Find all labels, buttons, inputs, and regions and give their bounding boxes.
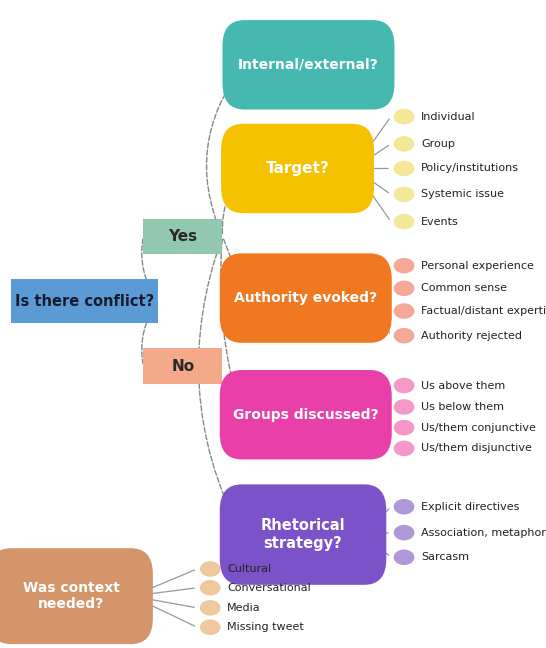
Text: Target?: Target? xyxy=(266,161,329,176)
Text: Explicit directives: Explicit directives xyxy=(421,502,519,512)
Text: Cultural: Cultural xyxy=(227,564,271,574)
Ellipse shape xyxy=(200,561,221,577)
Ellipse shape xyxy=(394,109,414,124)
Ellipse shape xyxy=(200,580,221,596)
Ellipse shape xyxy=(394,399,414,415)
Ellipse shape xyxy=(394,328,414,343)
Ellipse shape xyxy=(394,136,414,152)
Ellipse shape xyxy=(394,258,414,273)
FancyBboxPatch shape xyxy=(220,253,392,343)
Text: Personal experience: Personal experience xyxy=(421,260,534,271)
Ellipse shape xyxy=(394,525,414,540)
Ellipse shape xyxy=(394,187,414,202)
FancyBboxPatch shape xyxy=(0,548,153,644)
FancyBboxPatch shape xyxy=(223,20,394,110)
Text: Groups discussed?: Groups discussed? xyxy=(233,408,378,422)
FancyBboxPatch shape xyxy=(143,218,223,254)
Text: Authority rejected: Authority rejected xyxy=(421,330,522,341)
Ellipse shape xyxy=(394,214,414,229)
Text: Us below them: Us below them xyxy=(421,402,504,412)
Text: Factual/distant expertise: Factual/distant expertise xyxy=(421,306,546,316)
Ellipse shape xyxy=(394,161,414,176)
Text: Conversational: Conversational xyxy=(227,583,311,593)
Text: Sarcasm: Sarcasm xyxy=(421,552,469,562)
Text: Common sense: Common sense xyxy=(421,283,507,294)
Text: Us/them conjunctive: Us/them conjunctive xyxy=(421,422,536,433)
Text: Missing tweet: Missing tweet xyxy=(227,622,304,632)
Text: Events: Events xyxy=(421,216,459,227)
Text: Association, metaphors: Association, metaphors xyxy=(421,527,546,538)
FancyBboxPatch shape xyxy=(220,485,387,585)
Text: Us above them: Us above them xyxy=(421,380,505,391)
Text: Us/them disjunctive: Us/them disjunctive xyxy=(421,443,532,454)
Ellipse shape xyxy=(394,499,414,515)
Ellipse shape xyxy=(200,600,221,616)
FancyBboxPatch shape xyxy=(221,124,374,213)
Ellipse shape xyxy=(394,281,414,296)
Ellipse shape xyxy=(394,378,414,393)
FancyBboxPatch shape xyxy=(11,279,158,323)
Text: Group: Group xyxy=(421,139,455,149)
Text: Systemic issue: Systemic issue xyxy=(421,189,504,200)
Text: Internal/external?: Internal/external? xyxy=(238,58,379,72)
FancyBboxPatch shape xyxy=(143,349,223,384)
Text: Individual: Individual xyxy=(421,111,476,122)
Text: Policy/institutions: Policy/institutions xyxy=(421,163,519,174)
Text: No: No xyxy=(171,358,194,374)
Text: Rhetorical
strategy?: Rhetorical strategy? xyxy=(261,518,345,551)
Text: Authority evoked?: Authority evoked? xyxy=(234,291,377,305)
Text: Is there conflict?: Is there conflict? xyxy=(15,294,155,309)
Ellipse shape xyxy=(200,619,221,635)
FancyBboxPatch shape xyxy=(220,370,392,459)
Text: Was context
needed?: Was context needed? xyxy=(22,581,120,611)
Text: Yes: Yes xyxy=(168,229,198,244)
Ellipse shape xyxy=(394,420,414,435)
Ellipse shape xyxy=(394,441,414,456)
Ellipse shape xyxy=(394,550,414,565)
Ellipse shape xyxy=(394,303,414,319)
Text: Media: Media xyxy=(227,603,261,613)
